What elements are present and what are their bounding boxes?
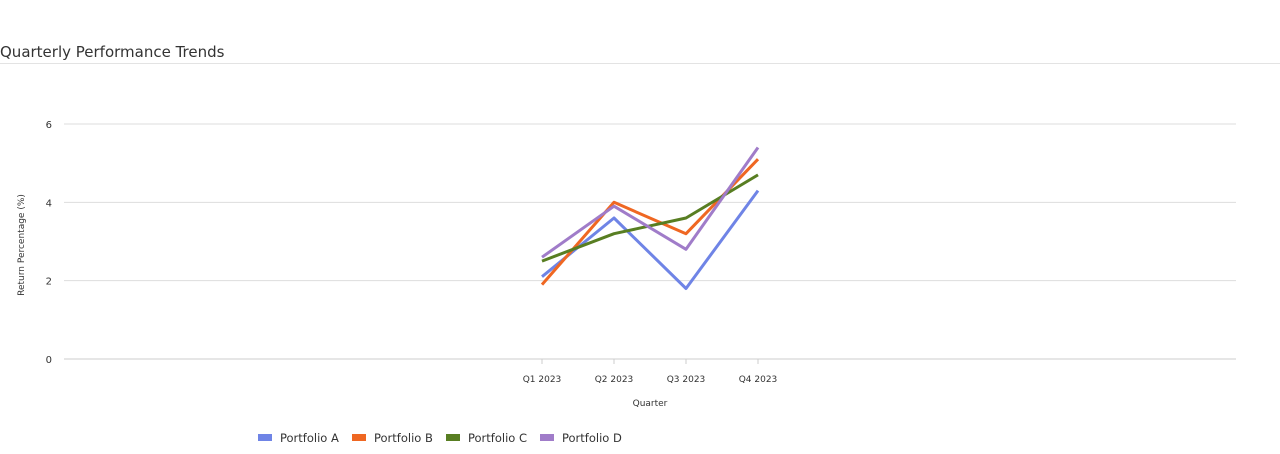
legend-label: Portfolio A — [280, 431, 339, 445]
legend-swatch — [258, 434, 272, 441]
x-axis: Q1 2023 Q2 2023 Q3 2023 Q4 2023 Quarter — [523, 359, 778, 409]
legend-item-portfolio-c[interactable]: Portfolio C — [446, 431, 527, 445]
y-tick-label: 6 — [46, 120, 52, 131]
x-tick-label: Q1 2023 — [523, 375, 562, 385]
legend-label: Portfolio C — [468, 431, 527, 445]
legend-label: Portfolio B — [374, 431, 433, 445]
chart-card-header: Quarterly Performance Trends — [0, 0, 1280, 64]
legend-swatch — [540, 434, 554, 441]
series-line-portfolio-d[interactable] — [541, 146, 760, 259]
y-axis-title: Return Percentage (%) — [17, 194, 27, 296]
legend-label: Portfolio D — [562, 431, 622, 445]
y-tick-label: 0 — [46, 355, 52, 366]
legend: Portfolio A Portfolio B Portfolio C Portfol… — [258, 431, 622, 445]
legend-swatch — [446, 434, 460, 441]
legend-item-portfolio-b[interactable]: Portfolio B — [352, 431, 433, 445]
series-line-portfolio-b[interactable] — [540, 158, 760, 286]
legend-item-portfolio-d[interactable]: Portfolio D — [540, 431, 622, 445]
legend-item-portfolio-a[interactable]: Portfolio A — [258, 431, 339, 445]
series-line-portfolio-a[interactable] — [541, 189, 760, 290]
legend-swatch — [352, 434, 366, 441]
x-tick-label: Q3 2023 — [667, 375, 706, 385]
x-tick-label: Q4 2023 — [739, 375, 778, 385]
series-lines — [540, 146, 760, 290]
x-tick-label: Q2 2023 — [595, 375, 634, 385]
y-tick-label: 2 — [46, 277, 52, 288]
y-axis: 0 2 4 6 Return Percentage (%) — [17, 120, 52, 366]
chart-title: Quarterly Performance Trends — [0, 43, 225, 61]
gridlines — [64, 123, 1236, 360]
y-tick-label: 4 — [46, 198, 52, 209]
x-axis-title: Quarter — [633, 399, 668, 409]
